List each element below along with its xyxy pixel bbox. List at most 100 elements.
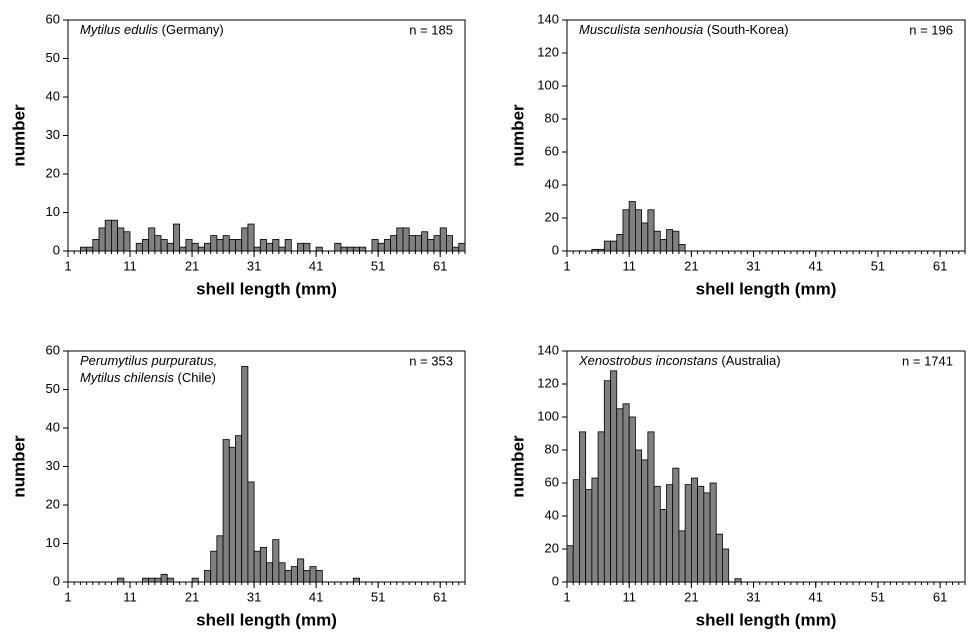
bar	[166, 242, 174, 252]
y-tick-label: 60	[545, 143, 559, 158]
bar	[204, 242, 212, 252]
bar	[266, 242, 274, 252]
bar	[148, 227, 156, 252]
x-tick-label: 41	[309, 258, 323, 273]
bar	[628, 416, 636, 583]
bar	[303, 242, 311, 252]
bar	[315, 570, 323, 583]
bar	[142, 577, 150, 583]
x-tick-label: 41	[809, 589, 823, 604]
bar	[622, 403, 630, 583]
bar	[191, 242, 199, 252]
bar	[179, 246, 187, 252]
bar	[433, 235, 441, 252]
bar	[579, 431, 587, 583]
bar	[414, 235, 422, 252]
y-tick-label: 100	[537, 408, 559, 423]
title-part: Perumytilus purpuratus,	[80, 353, 217, 368]
title-part: Mytilus edulis	[80, 22, 159, 37]
bar	[610, 370, 618, 583]
bar	[290, 566, 298, 583]
bar	[166, 577, 174, 583]
bar	[709, 482, 717, 583]
x-tick-label: 1	[64, 589, 71, 604]
bar	[309, 566, 317, 583]
bar	[86, 246, 94, 252]
x-axis-title: shell length (mm)	[196, 610, 337, 629]
y-tick-label: 60	[46, 11, 60, 26]
y-tick-label: 10	[46, 535, 60, 550]
bar	[635, 449, 643, 583]
bar	[259, 546, 267, 583]
title-part: Mytilus chilensis	[80, 370, 174, 385]
x-tick-label: 11	[622, 589, 636, 604]
bar	[390, 235, 398, 252]
x-tick-label: 31	[247, 258, 261, 273]
sample-size: n = 353	[409, 353, 453, 368]
bar	[635, 209, 643, 252]
bar	[566, 545, 574, 583]
bar	[284, 570, 292, 583]
bar	[622, 209, 630, 252]
bar	[160, 239, 168, 252]
bar	[383, 239, 391, 252]
y-tick-label: 60	[46, 342, 60, 357]
x-tick-label: 51	[871, 258, 885, 273]
bar	[684, 484, 692, 583]
bar	[678, 243, 686, 252]
title-part: Xenostrobus inconstans	[578, 353, 718, 368]
bar	[191, 577, 199, 583]
x-tick-label: 51	[371, 258, 385, 273]
bar	[92, 239, 100, 252]
x-tick-label: 11	[123, 258, 137, 273]
bar	[235, 435, 243, 583]
x-axis-title: shell length (mm)	[696, 279, 837, 298]
bar	[272, 239, 280, 252]
y-tick-label: 140	[537, 11, 559, 26]
bar	[297, 558, 305, 583]
bar	[421, 231, 429, 252]
x-tick-label: 21	[684, 589, 698, 604]
x-tick-label: 31	[746, 589, 760, 604]
bar	[715, 533, 723, 583]
bar	[452, 246, 460, 252]
x-tick-label: 21	[185, 589, 199, 604]
bar	[585, 489, 593, 583]
bar	[641, 459, 649, 583]
bar	[653, 230, 661, 252]
bar	[377, 242, 385, 252]
bar	[284, 239, 292, 252]
bar	[259, 239, 267, 252]
bar	[591, 477, 599, 583]
bar	[371, 239, 379, 252]
bar	[216, 239, 224, 252]
y-tick-label: 50	[46, 50, 60, 65]
bar	[616, 234, 624, 252]
y-tick-label: 80	[545, 110, 559, 125]
sample-size: n = 185	[409, 22, 453, 37]
bar	[427, 239, 435, 252]
bar	[672, 230, 680, 252]
y-tick-label: 0	[53, 242, 60, 257]
bar	[597, 431, 605, 583]
bar	[690, 477, 698, 583]
bar	[666, 229, 674, 252]
bar	[659, 508, 667, 583]
x-tick-label: 61	[933, 258, 947, 273]
bar	[80, 246, 88, 252]
bar	[135, 242, 143, 252]
bar	[647, 209, 655, 252]
bar	[616, 408, 624, 583]
bar	[396, 227, 404, 252]
y-tick-label: 40	[46, 88, 60, 103]
bar	[173, 223, 181, 252]
panel-title: Musculista senhousia (South-Korea)	[579, 22, 789, 37]
bar	[458, 242, 466, 252]
bar	[241, 227, 249, 252]
bar	[408, 235, 416, 252]
bar	[303, 570, 311, 583]
bar	[247, 481, 255, 583]
bar	[104, 219, 112, 252]
